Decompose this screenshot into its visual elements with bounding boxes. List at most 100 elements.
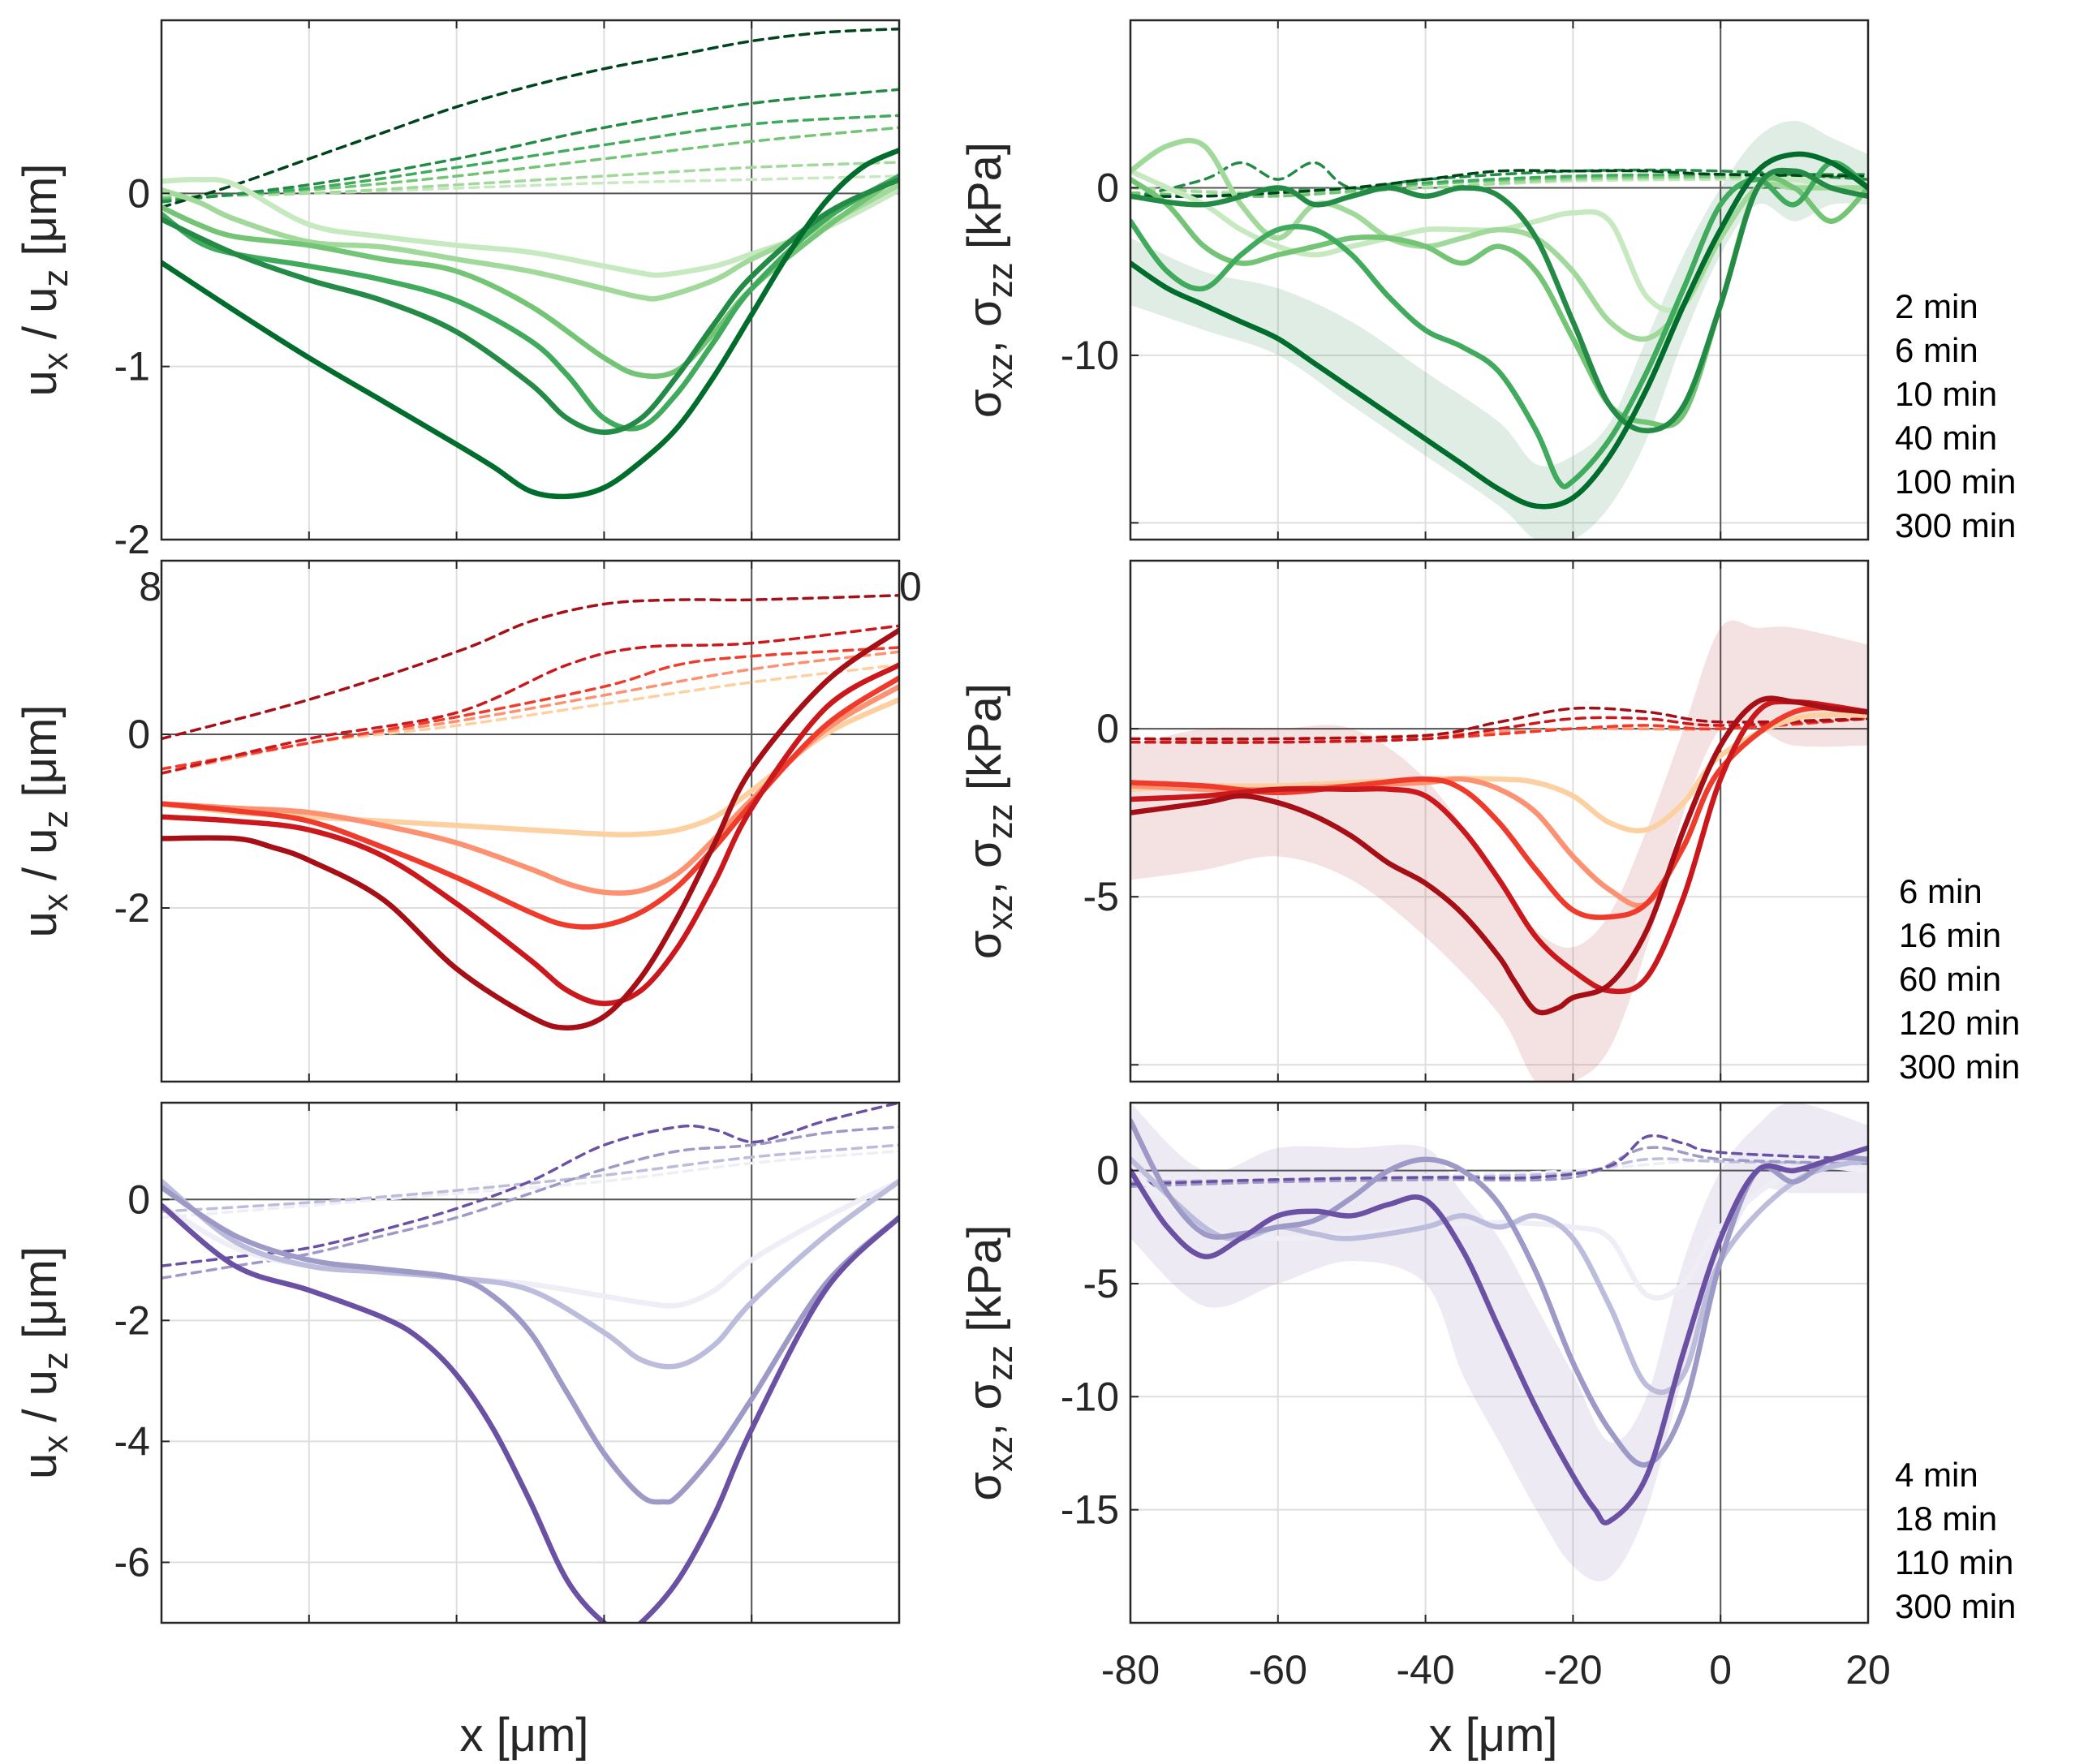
legend-entry: 40 min — [1895, 419, 1997, 457]
y-axis-label: ux / uz [μm] — [14, 164, 75, 397]
y-tick-label: -2 — [114, 517, 150, 562]
series-line-300-min — [1130, 151, 1868, 510]
y-axis-label: ux / uz [μm] — [14, 705, 75, 938]
y-tick-label-clipped: -2 — [114, 517, 150, 562]
series-group — [161, 594, 899, 1030]
y-axis-label-part: xz — [980, 894, 1020, 930]
legend-entry: 100 min — [1895, 463, 2016, 501]
series-line-100-min — [1130, 167, 1868, 434]
series-line-100-min-z — [1130, 161, 1868, 200]
x-axis-label-left: x [μm] — [459, 1709, 588, 1762]
x-tick-label: -40 — [1396, 1647, 1454, 1693]
y-axis-label-part: σ — [958, 389, 1011, 418]
y-axis-label-part: x — [36, 352, 75, 370]
plot-area — [161, 561, 899, 1082]
y-axis-label-part: z — [36, 1352, 75, 1370]
legend-3: 4 min 18 min 110 min 300 min — [1895, 1456, 2016, 1625]
y-axis-label-part: , σ — [958, 1381, 1011, 1436]
series-line-100-min-z — [161, 88, 899, 204]
y-axis-label-part: [μm] — [14, 705, 67, 811]
y-axis-label-part: / u — [14, 287, 67, 353]
y-axis-label-part: / u — [14, 828, 67, 894]
y-axis-label-part: xz — [980, 353, 1020, 389]
series-line-18-min-z — [161, 1143, 899, 1213]
series-line-110-min — [161, 1185, 899, 1505]
series-line-60-min-z — [161, 646, 899, 771]
series-group — [161, 1103, 899, 1623]
series-line-120-min-z — [1130, 716, 1868, 744]
series-line-60-min — [1130, 704, 1868, 920]
y-axis-label-part: z — [36, 269, 75, 287]
y-axis-label: σxz, σzz [kPa] — [958, 1224, 1020, 1500]
legend-entry: 300 min — [1899, 1048, 2020, 1086]
series-line-40-min — [1130, 160, 1868, 490]
y-axis-label-part: x — [36, 893, 75, 911]
y-axis-label: σxz, σzz [kPa] — [958, 683, 1020, 959]
plot-area — [161, 20, 899, 540]
series-line-6-min — [161, 182, 899, 302]
y-axis-label-part: [μm] — [14, 1246, 67, 1352]
plot-area — [1130, 20, 1868, 540]
y-tick-label: -2 — [114, 885, 150, 931]
panel-purple-displacement: -6 -4 -2 0 ux / uz [μm] — [14, 1101, 901, 1624]
y-tick-label: -10 — [1061, 333, 1119, 378]
y-tick-label: 0 — [127, 712, 150, 757]
y-axis-label-part: σ — [958, 930, 1011, 959]
y-axis-label-part: z — [36, 811, 75, 828]
y-axis-label-part: u — [14, 911, 67, 937]
y-axis-label-part: u — [14, 370, 67, 396]
series-line-300-min-z — [1130, 706, 1868, 741]
series-line-300-min — [1130, 695, 1868, 1016]
legend-entry: 4 min — [1895, 1456, 1978, 1494]
legend-entry: 6 min — [1895, 331, 1978, 369]
panels-layer: -2-10-2ux / uz [μm]80-60-40-20020-100σxz… — [14, 19, 1891, 1693]
legend-entry: 300 min — [1895, 506, 2016, 544]
y-tick-label: -5 — [1083, 1261, 1119, 1306]
y-tick-label: -4 — [114, 1418, 150, 1464]
axes-box — [160, 559, 901, 1083]
axes-box — [1129, 1101, 1870, 1624]
y-tick-label: -10 — [1061, 1374, 1119, 1419]
series-line-300-min — [1130, 1145, 1868, 1525]
axes-box — [160, 1101, 901, 1624]
series-line-4-min-z — [1130, 1156, 1868, 1179]
y-axis-label-part: [kPa] — [958, 1224, 1011, 1345]
y-axis-label-part: / u — [14, 1370, 67, 1435]
series-group — [161, 27, 899, 500]
series-line-120-min — [161, 662, 899, 1006]
axes-box — [160, 19, 901, 541]
x-tick-label: 0 — [1709, 1647, 1732, 1693]
x-tick-label: -80 — [1101, 1647, 1160, 1693]
y-tick-label: 0 — [127, 1177, 150, 1222]
series-line-300-min-z — [161, 594, 899, 741]
series-line-300-min-z — [1130, 1134, 1868, 1186]
series-line-300-min — [161, 147, 899, 500]
y-axis-label: σxz, σzz [kPa] — [958, 142, 1020, 418]
series-group — [1130, 620, 1868, 1082]
y-axis-label: ux / uz [μm] — [14, 1246, 75, 1479]
y-tick-label: 0 — [1096, 165, 1119, 210]
legend-1: 2 min 6 min 10 min 40 min 100 min 300 min — [1895, 287, 2016, 544]
axes-box — [1129, 19, 1870, 541]
panel-red-displacement: -2 0 ux / uz [μm] — [14, 559, 901, 1083]
y-axis-label-part: [kPa] — [958, 142, 1011, 262]
y-axis-label-part: x — [36, 1435, 75, 1453]
series-line-120-min-z — [161, 624, 899, 775]
series-line-110-min-z — [1130, 1146, 1868, 1188]
plot-area — [161, 1103, 899, 1623]
x-axis-labels: x [μm] x [μm] — [459, 1709, 1557, 1762]
y-tick-label: 0 — [1096, 706, 1119, 751]
confidence-band — [1130, 620, 1868, 1082]
panel-purple-stress: -15 -10 -5 0 σxz, σzz [kPa] -80 -60 -40 -20 0 20 — [958, 1101, 1891, 1693]
y-tick-label: -1 — [114, 344, 150, 389]
series-group — [1130, 1103, 1868, 1582]
series-line-300-min — [161, 1203, 899, 1623]
legend-entry: 110 min — [1895, 1543, 2013, 1581]
legend-entry: 10 min — [1895, 375, 1997, 413]
y-axis-label-part: [μm] — [14, 164, 67, 269]
x-tick-label: 20 — [1845, 1647, 1891, 1693]
series-line-18-min — [161, 1178, 899, 1370]
